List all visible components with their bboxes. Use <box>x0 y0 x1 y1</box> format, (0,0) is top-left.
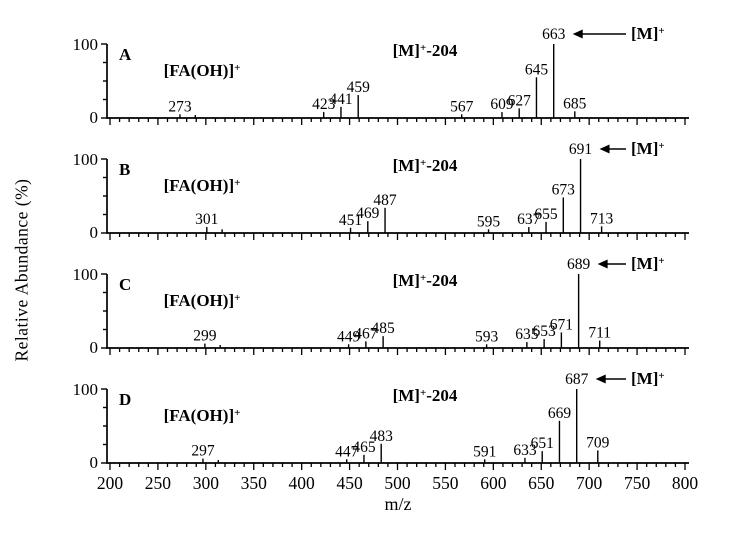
molecular-ion-annotation: [M]+ <box>631 254 665 273</box>
peak-label: 485 <box>372 320 396 337</box>
x-tick-label: 600 <box>480 473 507 493</box>
peak-label: 567 <box>450 98 474 115</box>
peak-label: 487 <box>373 192 397 209</box>
fa-annotation: [FA(OH)]+ <box>164 291 241 310</box>
peak-label: 299 <box>193 328 217 345</box>
peak-label: 663 <box>542 26 566 43</box>
peak-label: 685 <box>563 95 587 112</box>
peak-label: 651 <box>531 435 554 452</box>
peak-label: 469 <box>356 205 380 222</box>
peak-label: 669 <box>548 405 572 422</box>
x-tick-label: 750 <box>624 473 651 493</box>
peak-label: 689 <box>567 256 591 273</box>
peak-label: 627 <box>508 92 532 109</box>
peak-label: 459 <box>347 79 371 96</box>
peak-label: 301 <box>195 211 218 228</box>
peak-label: 449 <box>337 328 361 345</box>
loss-annotation: [M]+-204 <box>393 156 458 175</box>
panel-letter: B <box>119 160 130 179</box>
peak-label: 483 <box>370 428 394 445</box>
x-tick-label: 650 <box>528 473 555 493</box>
x-tick-label: 450 <box>336 473 363 493</box>
arrowhead-icon <box>597 259 608 269</box>
peak-label: 297 <box>191 443 215 460</box>
peak-label: 447 <box>335 443 359 460</box>
arrowhead-icon <box>595 374 606 384</box>
peak-label: 673 <box>552 181 576 198</box>
peak-label: 591 <box>473 443 496 460</box>
peak-label: 711 <box>588 325 611 342</box>
fa-annotation: [FA(OH)]+ <box>164 61 241 80</box>
x-tick-label: 550 <box>432 473 459 493</box>
panel-letter: D <box>119 390 131 409</box>
fa-annotation: [FA(OH)]+ <box>164 406 241 425</box>
peak-label: 687 <box>565 371 589 388</box>
peak-label: 609 <box>490 96 514 113</box>
peak-label: 709 <box>586 434 610 451</box>
loss-annotation: [M]+-204 <box>393 271 458 290</box>
y-tick-label-0: 0 <box>90 223 99 242</box>
peak-label: 441 <box>329 91 352 108</box>
x-tick-label: 350 <box>241 473 268 493</box>
peak-label: 465 <box>352 439 376 456</box>
peak-label: 653 <box>533 323 557 340</box>
y-tick-label-0: 0 <box>90 108 99 127</box>
y-tick-label-100: 100 <box>73 35 99 54</box>
x-tick-label: 400 <box>289 473 316 493</box>
peak-label: 637 <box>517 211 541 228</box>
x-tick-label: 800 <box>672 473 699 493</box>
molecular-ion-annotation: [M]+ <box>631 369 665 388</box>
y-tick-label-0: 0 <box>90 338 99 357</box>
x-tick-label: 200 <box>97 473 124 493</box>
peak-label: 593 <box>475 328 499 345</box>
peak-label: 691 <box>569 141 592 158</box>
x-tick-label: 250 <box>145 473 172 493</box>
molecular-ion-annotation: [M]+ <box>631 24 665 43</box>
peak-label: 633 <box>513 442 537 459</box>
peak-label: 645 <box>525 61 549 78</box>
x-tick-label: 300 <box>193 473 220 493</box>
peak-label: 467 <box>354 325 378 342</box>
peak-label: 595 <box>477 213 501 230</box>
x-axis-title: m/z <box>384 494 412 514</box>
y-tick-label-0: 0 <box>90 453 99 472</box>
peak-label: 423 <box>312 96 336 113</box>
arrowhead-icon <box>599 144 610 154</box>
arrowhead-icon <box>572 29 583 39</box>
loss-annotation: [M]+-204 <box>393 41 458 60</box>
fa-annotation: [FA(OH)]+ <box>164 176 241 195</box>
y-tick-label-100: 100 <box>73 265 99 284</box>
loss-annotation: [M]+-204 <box>393 386 458 405</box>
peak-label: 635 <box>515 326 539 343</box>
peak-label: 273 <box>168 98 192 115</box>
peak-label: 713 <box>590 210 614 227</box>
peak-label: 671 <box>550 316 573 333</box>
x-tick-label: 500 <box>384 473 411 493</box>
y-tick-label-100: 100 <box>73 150 99 169</box>
peak-label: 655 <box>534 206 558 223</box>
panel-letter: C <box>119 275 131 294</box>
panel-letter: A <box>119 45 132 64</box>
y-tick-label-100: 100 <box>73 380 99 399</box>
x-tick-label: 700 <box>576 473 603 493</box>
molecular-ion-annotation: [M]+ <box>631 139 665 158</box>
peak-label: 451 <box>339 212 362 229</box>
